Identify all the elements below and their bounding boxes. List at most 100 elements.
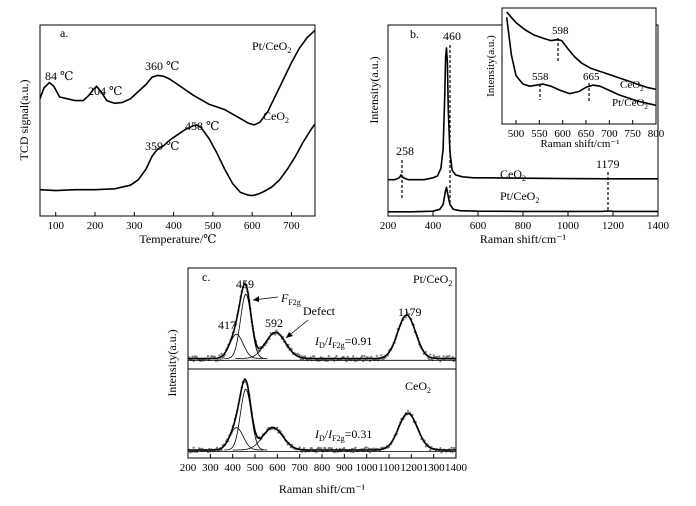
panel-b-inset-x-tick-label-800: 800	[648, 128, 665, 140]
panel-a-y-axis-label: TCD signal(a.u.)	[17, 80, 31, 161]
panel-a-annotation-84: 84 ℃	[45, 69, 73, 83]
panel-c-top-data-point	[363, 355, 366, 358]
panel-c-top-data-point	[448, 355, 451, 358]
panel-c-top-data-point	[405, 311, 408, 314]
panel-c-bottom-data-point	[192, 446, 195, 449]
panel-b: b. 200 400 600 800 1000 1200 1400 Raman shift/…	[367, 7, 670, 246]
panel-a-annotation-458: 458 ℃	[185, 119, 219, 133]
panel-a-x-tick-label-100: 100	[47, 220, 64, 232]
panel-c-bottom-component-fit-1185	[370, 412, 446, 451]
panel-b-inset-x-tick-label-500: 500	[508, 128, 525, 140]
panel-c-top-data-point	[375, 354, 378, 357]
panel-c-annotation-592: 592	[265, 316, 283, 330]
panel-c-top-subplot	[188, 281, 456, 363]
panel-c-top-data-point	[213, 355, 216, 358]
panel-c-annotation-417: 417	[218, 318, 236, 332]
panel-c-bottom-data-point	[429, 449, 432, 452]
panel-c-bottom-data-point	[354, 446, 357, 449]
panel-a-x-tick-label-200: 200	[87, 220, 104, 232]
panel-b-legend-ceo2: CeO2	[500, 167, 526, 183]
panel-a-annotation-360: 360 ℃	[145, 59, 179, 73]
panel-c-top-component-fit-459	[224, 293, 268, 359]
panel-c-bottom-data-point	[319, 447, 322, 450]
panel-c-bottom-data-point	[365, 446, 368, 449]
panel-b-x-tick-label-1200: 1200	[602, 220, 625, 232]
panel-c-bottom-data-point	[310, 447, 313, 450]
panel-b-annotation-258: 258	[396, 144, 414, 158]
panel-b-label: b.	[410, 27, 419, 41]
panel-c-arrowhead-defect	[286, 332, 293, 338]
panel-b-inset-x-tick-label-700: 700	[601, 128, 618, 140]
panel-c-x-tick-label-900: 900	[336, 462, 353, 474]
panel-c-legend-pt-ceo2: Pt/CeO2	[413, 272, 452, 288]
panel-b-x-ticks: 200 400 600 800 1000 1200 1400	[380, 212, 670, 232]
panel-a-annotation-204: 204 ℃	[88, 84, 122, 98]
panel-c-x-tick-label-1100: 1100	[378, 462, 400, 474]
panel-c-bottom-envelope-fit	[188, 378, 456, 451]
panel-c-top-data-point	[207, 355, 210, 358]
panel-a-frame	[39, 24, 316, 217]
panel-b-x-tick-label-1000: 1000	[557, 220, 580, 232]
panel-c-bottom-data-point	[372, 447, 375, 450]
panel-b-inset-x-tick-label-600: 600	[554, 128, 571, 140]
panel-c-x-tick-label-1400: 1400	[445, 462, 468, 474]
panel-b-annotation-460: 460	[443, 29, 461, 43]
panel-b-inset-annotation-558: 558	[532, 71, 549, 83]
panel-b-series-ceo2-line	[388, 47, 658, 181]
panel-c-legend-ceo2: CeO2	[405, 379, 431, 395]
panel-a-legend-pt-ceo2: Pt/CeO2	[252, 39, 291, 55]
panel-b-inset-x-tick-label-550: 550	[531, 128, 548, 140]
panel-c-top-data-point	[298, 354, 301, 357]
panel-b-inset-legend-pt-ceo2: Pt/CeO2	[612, 97, 648, 111]
panel-c-annotation-459: 459	[236, 277, 254, 291]
panel-c-top-data-point	[352, 355, 355, 358]
panel-a-annotation-359: 359 ℃	[145, 139, 179, 153]
panel-c-x-tick-label-600: 600	[269, 462, 286, 474]
panel-c-bottom-data-point	[220, 448, 223, 452]
panel-c-annotation-defect: Defect	[303, 304, 336, 318]
panel-a-x-tick-label-600: 600	[244, 220, 261, 232]
panel-a-x-tick-label-300: 300	[126, 220, 143, 232]
panel-b-inset-annotation-665: 665	[583, 71, 600, 83]
panel-c-top-component-fit-1179	[370, 314, 443, 359]
panel-c-top-data-point	[220, 352, 223, 355]
panel-c-x-ticks: 200 300 400 500 600 700 800 900 1000 1100 1200 1300…	[180, 454, 468, 474]
panel-b-series-pt-ceo2-line	[388, 186, 658, 213]
panel-b-inset-frame	[501, 7, 657, 125]
panel-c-bottom-data-point	[328, 446, 331, 449]
panel-c-x-tick-label-500: 500	[247, 462, 264, 474]
panel-c-bottom-data-point	[450, 446, 453, 449]
panel-c-y-axis-label: Intensity(a.u.)	[165, 329, 179, 396]
panel-b-inset-x-tick-label-750: 750	[624, 128, 641, 140]
panel-c-bottom-data-point	[367, 447, 370, 450]
panel-a-x-tick-label-500: 500	[205, 220, 222, 232]
panel-c-bottom-data-point	[324, 447, 327, 450]
panel-a-series-pt-ceo2-line	[39, 29, 316, 126]
panel-c-label: c.	[202, 270, 210, 284]
panel-c-top-data-point	[435, 355, 439, 358]
panel-c-top-data-point	[195, 355, 198, 358]
panel-c-x-tick-label-200: 200	[180, 462, 197, 474]
panel-c-top-data-point	[304, 355, 307, 358]
panel-c-top-data-point	[222, 355, 225, 358]
panel-b-inset-legend-ceo2: CeO2	[620, 79, 644, 93]
panel-c-frame	[187, 267, 457, 459]
panel-b-legend-pt-ceo2: Pt/CeO2	[500, 189, 539, 205]
panel-c-bottom-data-point	[406, 409, 410, 412]
panel-c-top-data-point	[218, 354, 221, 357]
panel-b-inset: 500 550 600 650 700 750 800 Raman shift/cm⁻¹ I…	[485, 7, 665, 150]
panel-c-x-tick-label-800: 800	[314, 462, 331, 474]
panel-c: c. 200 300 400 500 600 700 800 900 1000 1100 1200 1…	[165, 267, 468, 496]
panel-c-top-data-point	[319, 356, 322, 359]
panel-c-top-data-point	[191, 355, 194, 358]
panel-c-bottom-subplot	[188, 377, 456, 454]
panel-c-top-data-point	[380, 354, 383, 357]
panel-b-inset-x-ticks: 500 550 600 650 700 750 800	[508, 120, 665, 140]
panel-a-x-ticks: 100 200 300 400 500 600 700	[47, 212, 300, 232]
panel-c-ratio-bottom: ID/IF2g=0.31	[314, 427, 372, 443]
panel-c-top-data-point	[313, 355, 316, 358]
panel-c-top-data-point	[335, 354, 338, 358]
panel-b-inset-x-axis-label: Raman shift/cm⁻¹	[540, 138, 619, 150]
panel-c-top-data-point	[446, 355, 449, 358]
panel-b-x-axis-label: Raman shift/cm⁻¹	[480, 232, 567, 246]
